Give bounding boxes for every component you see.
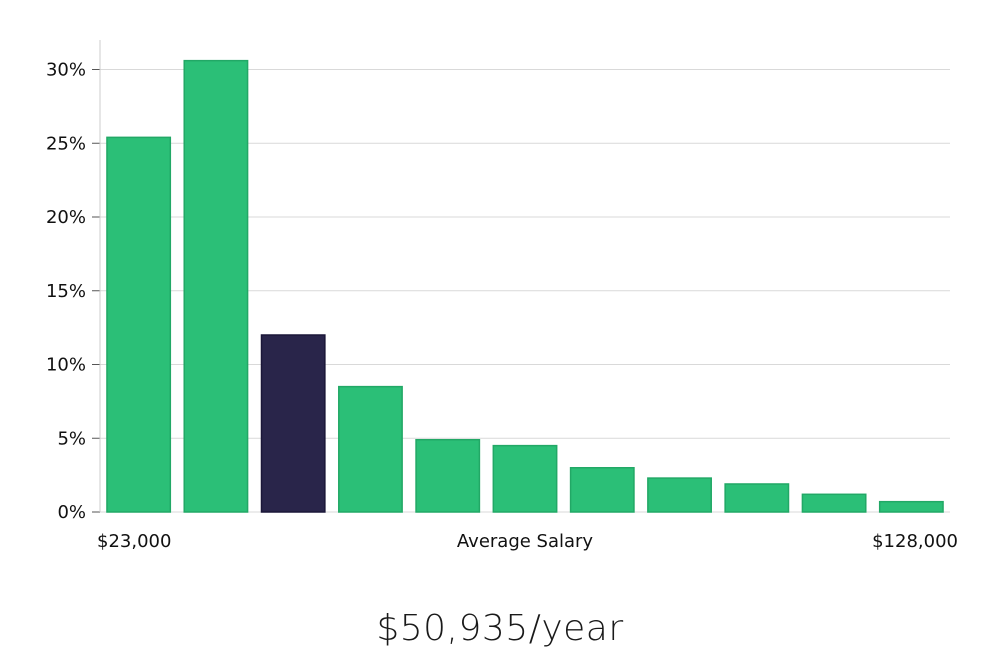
- bar: [338, 385, 403, 513]
- bar: [647, 477, 712, 513]
- y-axis-ticks: 0% 5% 10% 15% 20% 25% 30%: [46, 60, 100, 523]
- x-end-label: $128,000: [872, 531, 958, 552]
- bar: [492, 444, 558, 513]
- y-tick-label: 15%: [46, 281, 86, 302]
- y-tick-label: 30%: [46, 60, 86, 81]
- bar-highlighted: [260, 334, 326, 513]
- bar: [183, 59, 249, 513]
- y-tick-label: 0%: [57, 502, 86, 523]
- salary-histogram: 0% 5% 10% 15% 20% 25% 30% $23,000 Average Sala…: [46, 40, 958, 552]
- bar: [724, 483, 790, 513]
- y-tick-label: 5%: [57, 428, 86, 449]
- bar: [415, 438, 481, 513]
- x-start-label: $23,000: [97, 531, 171, 552]
- average-salary-value: $50,935/year: [376, 608, 624, 649]
- y-tick-label: 20%: [46, 207, 86, 228]
- bar: [569, 467, 635, 513]
- y-tick-label: 25%: [46, 133, 86, 154]
- bar: [801, 493, 867, 513]
- bar: [106, 136, 172, 513]
- bars: [106, 59, 944, 513]
- bar: [878, 500, 944, 513]
- y-tick-label: 10%: [46, 355, 86, 376]
- x-axis-title: Average Salary: [457, 531, 594, 552]
